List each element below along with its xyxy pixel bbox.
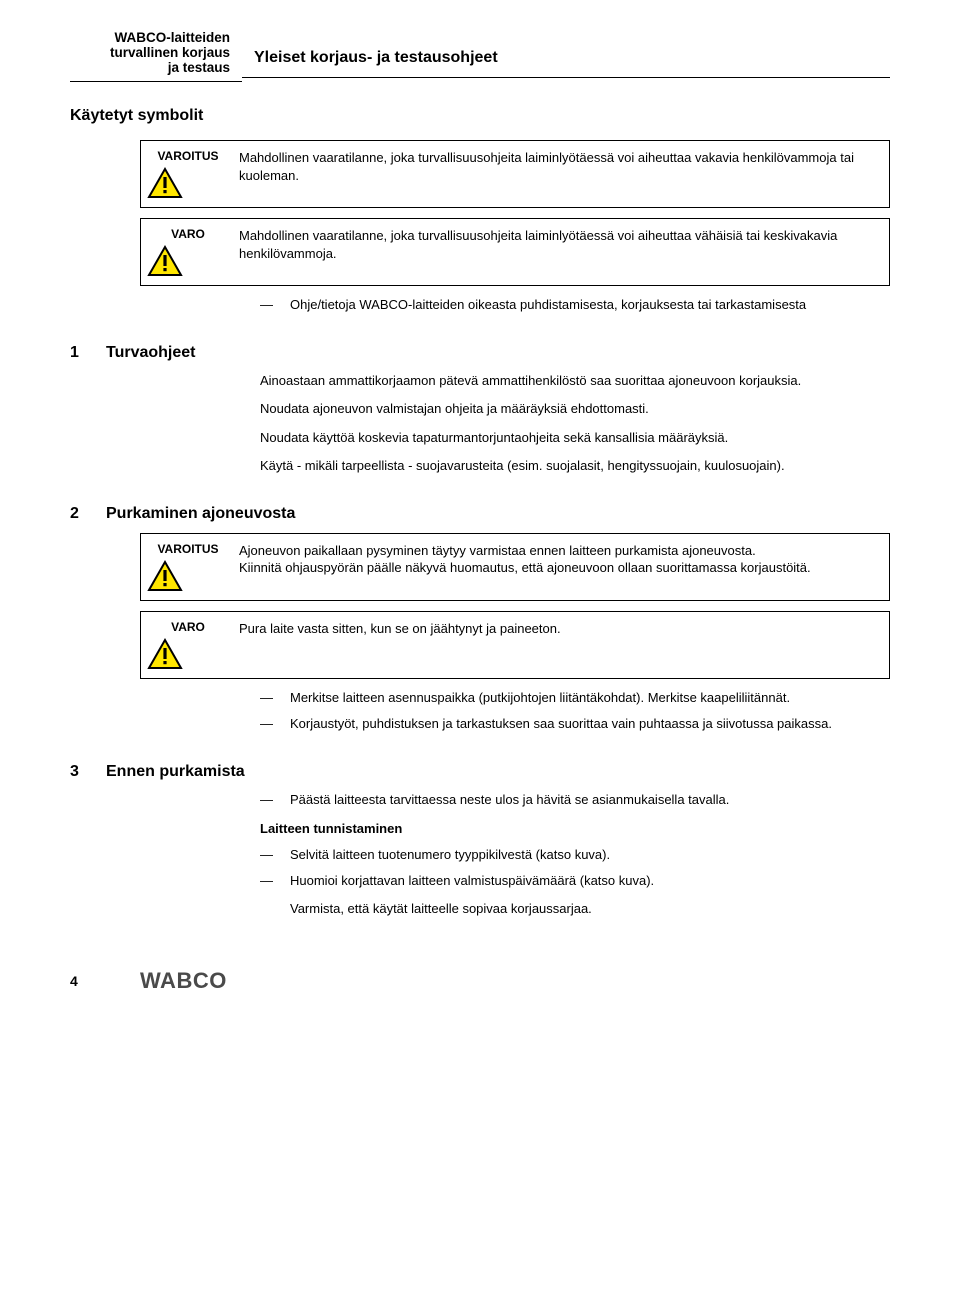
header-left-line2: turvallinen korjaus bbox=[70, 45, 230, 60]
s3-dash-3: — Huomioi korjattavan laitteen valmistus… bbox=[260, 872, 870, 890]
warning-label-text: VAROITUS bbox=[147, 149, 229, 163]
info-dash-text: Ohje/tietoja WABCO-laitteiden oikeasta p… bbox=[290, 296, 806, 314]
section-3-body: — Päästä laitteesta tarvittaessa neste u… bbox=[260, 791, 870, 918]
dash-bullet: — bbox=[260, 791, 290, 809]
warning-triangle-icon-2 bbox=[147, 560, 229, 592]
caution-box-varo-1: VARO Mahdollinen vaaratilanne, joka turv… bbox=[140, 218, 890, 286]
section-3-heading: 3 Ennen purkamista bbox=[70, 763, 890, 781]
page-number: 4 bbox=[70, 973, 140, 989]
dash-bullet: — bbox=[260, 846, 290, 864]
dash-bullet: — bbox=[260, 689, 290, 707]
s1-para-2: Noudata ajoneuvon valmistajan ohjeita ja… bbox=[260, 400, 870, 418]
symbols-heading: Käytetyt symbolit bbox=[70, 107, 890, 125]
header-left-line3: ja testaus bbox=[70, 60, 230, 75]
s2-dash-2-text: Korjaustyöt, puhdistuksen ja tarkastukse… bbox=[290, 715, 832, 733]
caution-triangle-icon bbox=[147, 245, 229, 277]
dash-bullet: — bbox=[260, 872, 290, 890]
section-3-title: Ennen purkamista bbox=[106, 763, 245, 781]
section-1-heading: 1 Turvaohjeet bbox=[70, 344, 890, 362]
section-2-title: Purkaminen ajoneuvosta bbox=[106, 505, 295, 523]
header-left-line1: WABCO-laitteiden bbox=[70, 30, 230, 45]
warning-triangle-icon bbox=[147, 167, 229, 199]
header-left-block: WABCO-laitteiden turvallinen korjaus ja … bbox=[70, 30, 242, 82]
section-1-title: Turvaohjeet bbox=[106, 344, 196, 362]
dash-bullet: — bbox=[260, 296, 290, 314]
s2-dash-1-text: Merkitse laitteen asennuspaikka (putkijo… bbox=[290, 689, 790, 707]
warning-label-text-2: VAROITUS bbox=[147, 542, 229, 556]
s3-dash-2: — Selvitä laitteen tuotenumero tyyppikil… bbox=[260, 846, 870, 864]
warning-body-text: Mahdollinen vaaratilanne, joka turvallis… bbox=[235, 141, 889, 207]
section-2-heading: 2 Purkaminen ajoneuvosta bbox=[70, 505, 890, 523]
warning-box-varoitus-2: VAROITUS Ajoneuvon paikallaan pysyminen … bbox=[140, 533, 890, 601]
s3-dash-3-text: Huomioi korjattavan laitteen valmistuspä… bbox=[290, 872, 654, 890]
caution-triangle-icon-2 bbox=[147, 638, 229, 670]
info-note-block: — Ohje/tietoja WABCO-laitteiden oikeasta… bbox=[260, 296, 870, 314]
wabco-logo: WABCO bbox=[140, 968, 227, 994]
s1-para-1: Ainoastaan ammattikorjaamon pätevä ammat… bbox=[260, 372, 870, 390]
caution-label-2: VARO bbox=[141, 612, 235, 678]
s3-subheading: Laitteen tunnistaminen bbox=[260, 820, 870, 838]
caution-body-text-2: Pura laite vasta sitten, kun se on jääht… bbox=[235, 612, 889, 678]
section-2-dashes: — Merkitse laitteen asennuspaikka (putki… bbox=[260, 689, 870, 733]
section-1-body: Ainoastaan ammattikorjaamon pätevä ammat… bbox=[260, 372, 870, 475]
caution-box-varo-2: VARO Pura laite vasta sitten, kun se on … bbox=[140, 611, 890, 679]
s2-dash-1: — Merkitse laitteen asennuspaikka (putki… bbox=[260, 689, 870, 707]
warning-box-varoitus-1: VAROITUS Mahdollinen vaaratilanne, joka … bbox=[140, 140, 890, 208]
caution-label-text-2: VARO bbox=[147, 620, 229, 634]
caution-label-text: VARO bbox=[147, 227, 229, 241]
header-right-title: Yleiset korjaus- ja testausohjeet bbox=[242, 35, 890, 78]
section-2-number: 2 bbox=[70, 505, 106, 523]
warning-label: VAROITUS bbox=[141, 141, 235, 207]
section-3-number: 3 bbox=[70, 763, 106, 781]
s3-dash-1: — Päästä laitteesta tarvittaessa neste u… bbox=[260, 791, 870, 809]
warning-label-2: VAROITUS bbox=[141, 534, 235, 600]
info-dash-item: — Ohje/tietoja WABCO-laitteiden oikeasta… bbox=[260, 296, 870, 314]
document-page: WABCO-laitteiden turvallinen korjaus ja … bbox=[0, 0, 960, 1024]
warning-body-2-line1: Ajoneuvon paikallaan pysyminen täytyy va… bbox=[239, 542, 879, 560]
caution-body-text: Mahdollinen vaaratilanne, joka turvallis… bbox=[235, 219, 889, 285]
s3-para-1: Varmista, että käytät laitteelle sopivaa… bbox=[290, 900, 870, 918]
s1-para-3: Noudata käyttöä koskevia tapaturmantorju… bbox=[260, 429, 870, 447]
caution-label: VARO bbox=[141, 219, 235, 285]
s3-dash-2-text: Selvitä laitteen tuotenumero tyyppikilve… bbox=[290, 846, 610, 864]
page-header: WABCO-laitteiden turvallinen korjaus ja … bbox=[70, 30, 890, 82]
section-1-number: 1 bbox=[70, 344, 106, 362]
warning-body-2: Ajoneuvon paikallaan pysyminen täytyy va… bbox=[235, 534, 889, 600]
page-footer: 4 WABCO bbox=[70, 968, 890, 994]
s2-dash-2: — Korjaustyöt, puhdistuksen ja tarkastuk… bbox=[260, 715, 870, 733]
warning-body-2-line2: Kiinnitä ohjauspyörän päälle näkyvä huom… bbox=[239, 559, 879, 577]
dash-bullet: — bbox=[260, 715, 290, 733]
s3-dash-1-text: Päästä laitteesta tarvittaessa neste ulo… bbox=[290, 791, 729, 809]
s1-para-4: Käytä - mikäli tarpeellista - suojavarus… bbox=[260, 457, 870, 475]
